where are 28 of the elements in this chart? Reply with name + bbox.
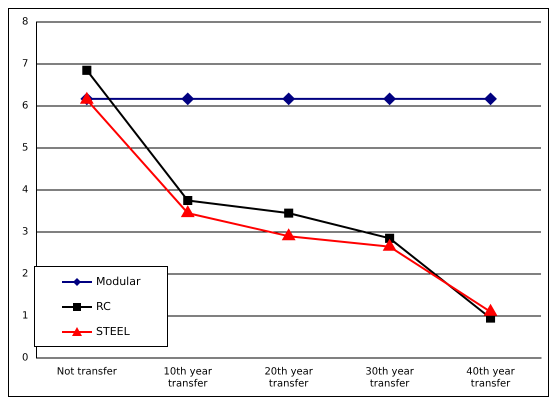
y-tick-label: 6 — [22, 100, 28, 112]
x-tick-label: 20th year transfer — [264, 366, 314, 390]
x-tick-label: 30th year transfer — [365, 366, 415, 390]
point — [182, 206, 194, 218]
y-tick-label: 5 — [22, 142, 28, 154]
point — [282, 229, 295, 240]
y-tick-label: 1 — [22, 310, 28, 322]
y-tick-label: 8 — [22, 16, 28, 28]
legend-label: STEEL — [96, 324, 131, 338]
y-tick-label: 3 — [22, 226, 28, 238]
x-tick-label: 40th year transfer — [466, 366, 516, 390]
point — [82, 66, 92, 75]
y-tick-label: 4 — [22, 184, 28, 196]
y-tick-label: 7 — [22, 58, 28, 70]
point — [384, 92, 396, 105]
point — [484, 92, 497, 105]
y-tick-label: 0 — [22, 352, 28, 364]
point — [383, 240, 396, 251]
x-tick-label: Not transfer — [56, 366, 118, 378]
y-tick-label: 2 — [22, 268, 28, 280]
legend-label: RC — [96, 300, 112, 313]
point — [484, 304, 497, 316]
point — [284, 208, 294, 218]
legend-label: Modular — [96, 274, 141, 288]
point — [282, 92, 295, 105]
point — [182, 92, 194, 105]
point — [183, 196, 192, 206]
x-tick-label: 10th year transfer — [164, 366, 213, 390]
